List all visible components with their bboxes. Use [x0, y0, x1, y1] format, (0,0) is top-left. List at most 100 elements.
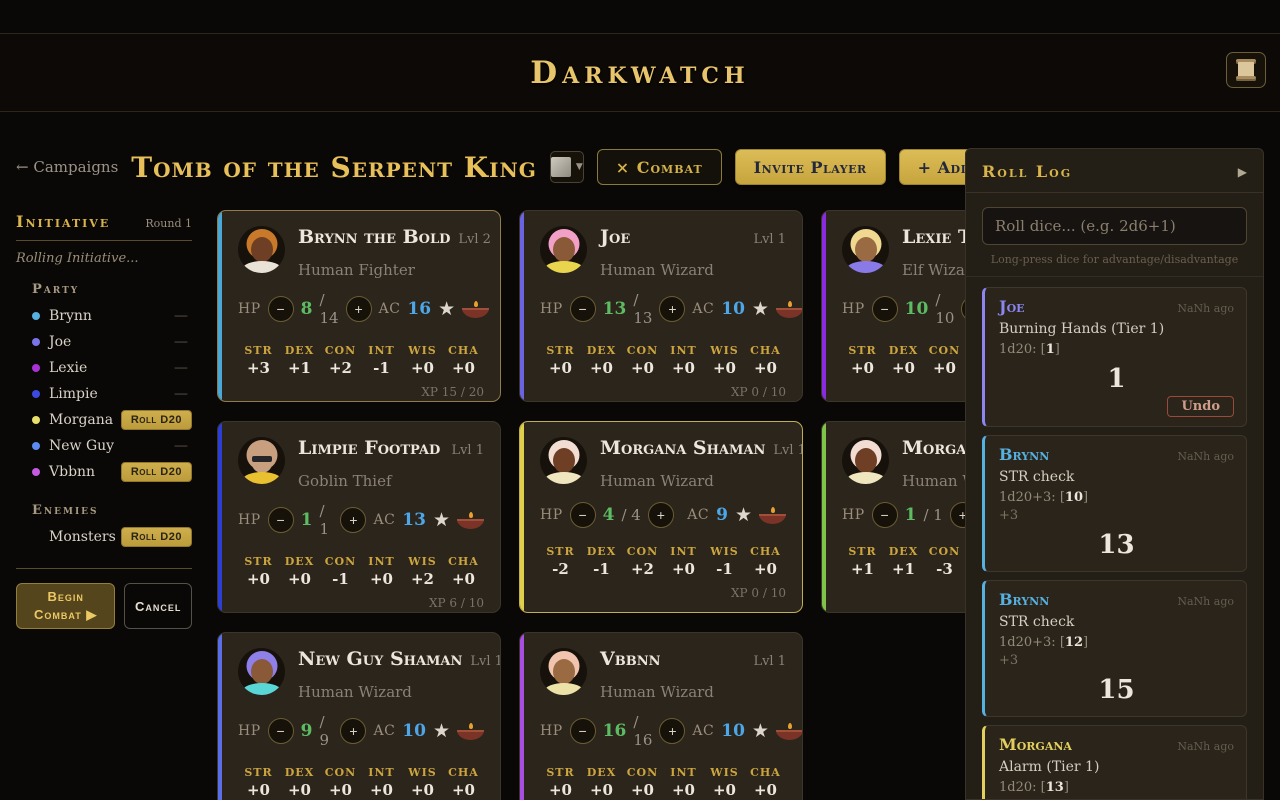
ability-modifier: +0	[287, 570, 311, 588]
hp-decrease-button[interactable]: −	[871, 296, 898, 322]
ability-score: STR +0	[540, 339, 581, 377]
character-level: Lvl 1	[773, 443, 803, 458]
ability-modifier: +1	[850, 560, 874, 578]
avatar-face	[552, 448, 575, 473]
avatar	[540, 437, 587, 484]
hp-max: / 13	[633, 291, 653, 327]
member-initiative-pending: —	[174, 386, 188, 402]
roll-d20-button[interactable]: Roll D20	[120, 527, 192, 547]
ability-modifier: +0	[410, 781, 434, 799]
hp-label: HP	[238, 301, 261, 317]
roll-log-title: Roll Log	[982, 162, 1073, 181]
ability-label: CON	[626, 545, 659, 558]
hp-decrease-button[interactable]: −	[267, 296, 294, 322]
hp-decrease-button[interactable]: −	[569, 718, 596, 744]
hp-current: 4	[602, 505, 615, 525]
collapse-panel-icon[interactable]: ▶	[1237, 164, 1247, 179]
hp-current: 1	[904, 505, 917, 525]
member-name: New Guy	[49, 438, 115, 454]
member-name: Brynn	[49, 308, 92, 324]
initiative-member-row: Limpie —	[16, 381, 192, 407]
ac-value: 9	[716, 505, 728, 525]
dice-input[interactable]	[982, 207, 1247, 245]
roll-d20-button[interactable]: Roll D20	[120, 410, 192, 430]
star-icon[interactable]: ★	[751, 719, 769, 742]
hp-increase-button[interactable]: +	[647, 502, 674, 528]
roll-timestamp: NaNh ago	[1177, 595, 1234, 608]
hp-decrease-button[interactable]: −	[267, 507, 294, 533]
hp-increase-button[interactable]: +	[340, 718, 367, 744]
ability-modifier: +0	[369, 570, 393, 588]
hp-increase-button[interactable]: +	[659, 296, 686, 322]
character-level: Lvl 1	[470, 654, 501, 669]
undo-roll-button[interactable]: Undo	[1167, 396, 1234, 417]
hp-label: HP	[540, 301, 563, 317]
hp-increase-button[interactable]: +	[340, 507, 367, 533]
lamp-rest-icon[interactable]	[759, 506, 786, 524]
star-icon[interactable]: ★	[438, 297, 456, 320]
ability-scores: STR +0 DEX +0 CON -1 INT +0 WIS +2 CHA +…	[238, 550, 484, 588]
lamp-rest-icon[interactable]	[457, 722, 484, 740]
initiative-member-row: New Guy —	[16, 433, 192, 459]
ability-modifier: +0	[850, 359, 874, 377]
star-icon[interactable]: ★	[432, 508, 450, 531]
ac-value: 10	[402, 721, 426, 741]
ability-score: STR +0	[238, 550, 279, 588]
hp-decrease-button[interactable]: −	[267, 718, 294, 744]
ability-score: DEX +0	[581, 339, 622, 377]
invite-player-button[interactable]: Invite Player	[734, 149, 886, 185]
member-name: Lexie	[49, 360, 88, 376]
ability-label: WIS	[408, 555, 437, 568]
ability-label: STR	[244, 555, 273, 568]
ability-label: CON	[324, 555, 357, 568]
dice-hint: Long-press dice for advantage/disadvanta…	[990, 253, 1239, 266]
star-icon[interactable]: ★	[432, 719, 450, 742]
lamp-rest-icon[interactable]	[462, 300, 490, 318]
ability-modifier: -2	[552, 560, 569, 578]
cancel-button[interactable]: Cancel	[124, 583, 192, 630]
hp-label: HP	[540, 723, 563, 739]
ac-label: AC	[692, 723, 715, 739]
ability-label: STR	[546, 344, 575, 357]
hp-increase-button[interactable]: +	[659, 718, 686, 744]
roll-formula: 1d20+3: [12]	[999, 635, 1089, 650]
ability-label: CHA	[750, 344, 781, 357]
ability-score: CHA +0	[443, 550, 484, 588]
scroll-log-button[interactable]	[1226, 52, 1266, 88]
ability-modifier: +0	[671, 560, 695, 578]
player-color-strip	[520, 633, 524, 800]
back-to-campaigns-link[interactable]: ← Campaigns	[16, 158, 119, 176]
begin-combat-button[interactable]: Begin Combat ▶	[16, 583, 116, 630]
star-icon[interactable]: ★	[734, 503, 752, 526]
hp-decrease-button[interactable]: −	[871, 502, 898, 528]
hp-increase-button[interactable]: +	[345, 296, 372, 322]
roll-d20-button[interactable]: Roll D20	[120, 462, 192, 482]
ability-label: WIS	[408, 344, 437, 357]
avatar-shirt	[242, 683, 281, 695]
lamp-rest-icon[interactable]	[775, 722, 802, 740]
ability-score: CON -3	[924, 540, 965, 578]
star-icon[interactable]: ★	[751, 297, 769, 320]
sunglasses-icon	[251, 456, 272, 462]
roll-action: Burning Hands (Tier 1)	[999, 321, 1165, 337]
hp-label: HP	[238, 723, 261, 739]
ac-label: AC	[378, 301, 401, 317]
lamp-rest-icon[interactable]	[457, 511, 484, 529]
initiative-member-row: Lexie —	[16, 355, 192, 381]
hp-decrease-button[interactable]: −	[569, 296, 596, 322]
hp-max: / 14	[319, 291, 339, 327]
character-card: Limpie Footpad Lvl 1 Goblin Thief HP − 1…	[217, 421, 501, 613]
roll-timestamp: NaNh ago	[1177, 302, 1234, 315]
theme-color-dropdown[interactable]: ▼	[549, 151, 584, 183]
ability-score: INT +0	[361, 550, 402, 588]
hp-decrease-button[interactable]: −	[569, 502, 596, 528]
roller-name: Joe	[999, 297, 1025, 316]
roller-name: Morgana	[999, 735, 1072, 754]
roll-action: STR check	[999, 469, 1075, 485]
ability-modifier: +0	[548, 781, 572, 799]
combat-toggle-button[interactable]: × Combat	[596, 149, 722, 185]
hp-max: / 1	[923, 506, 943, 524]
ability-label: DEX	[284, 766, 315, 779]
lamp-rest-icon[interactable]	[775, 300, 802, 318]
ability-label: CHA	[448, 766, 479, 779]
